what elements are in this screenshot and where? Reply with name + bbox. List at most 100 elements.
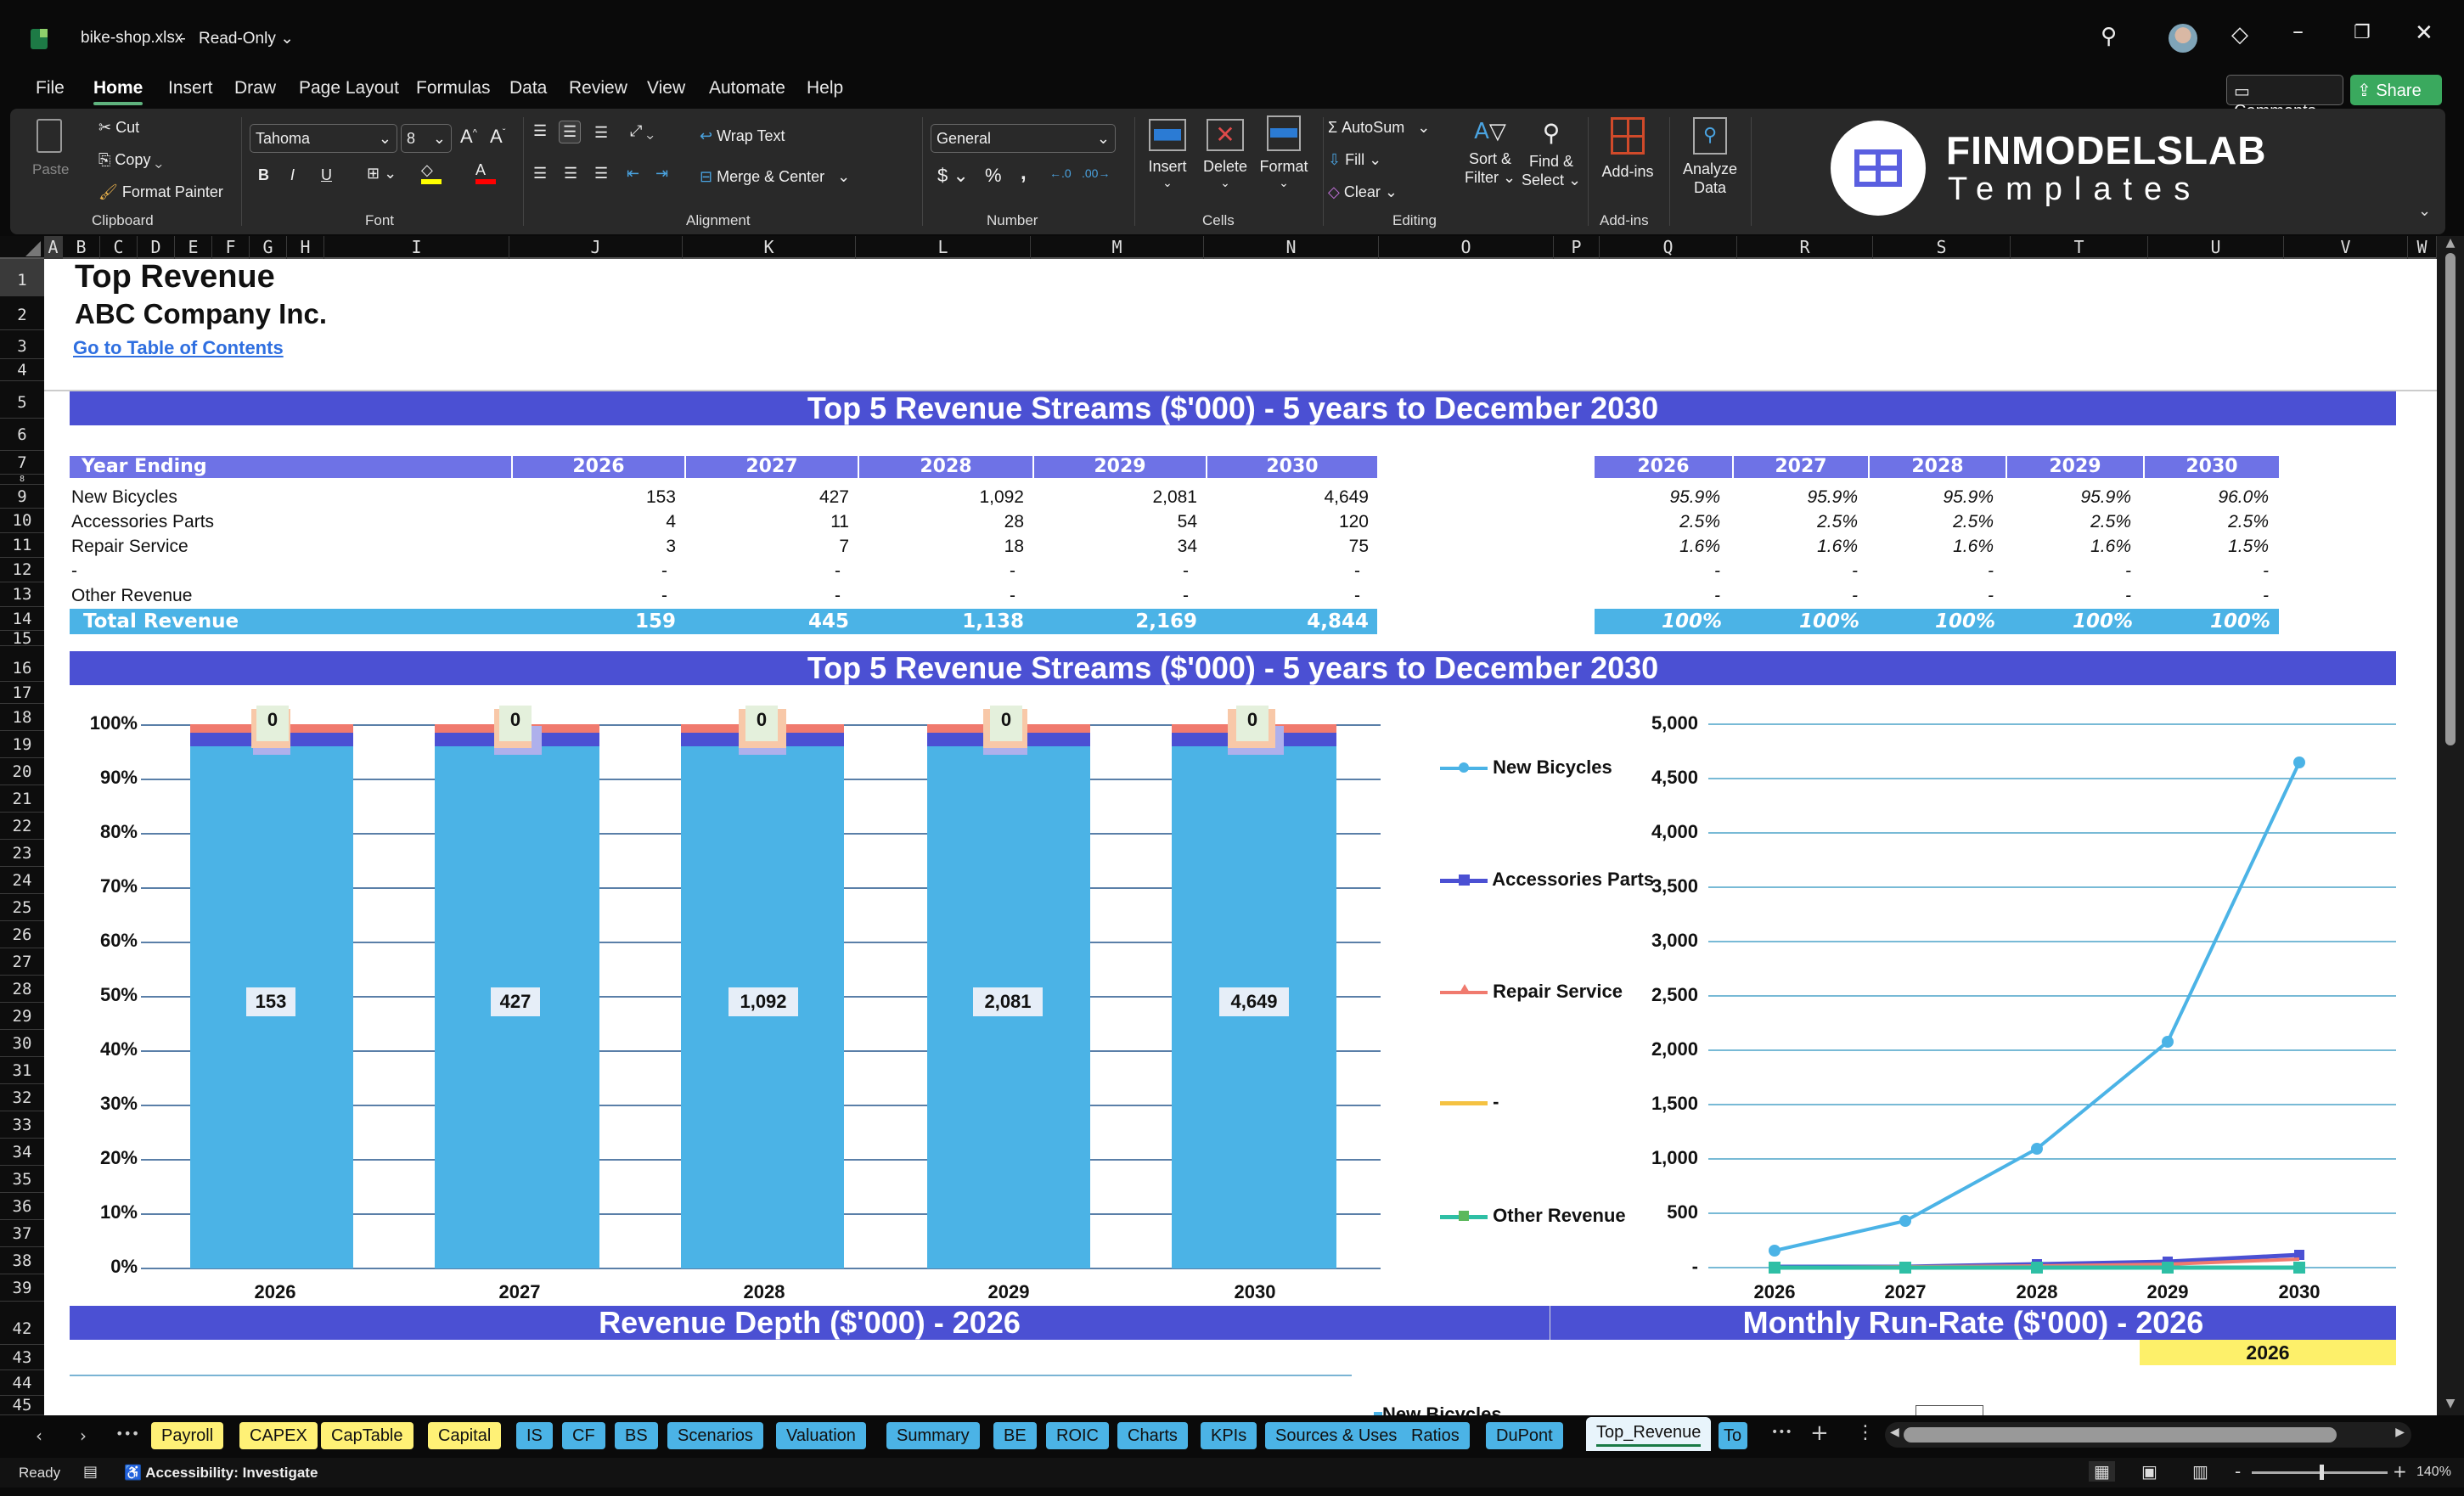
pct-cell[interactable]: 2.5% — [2090, 512, 2131, 531]
pct-cell[interactable]: 1.6% — [1817, 537, 1858, 556]
value-cell[interactable]: - — [661, 586, 667, 605]
restore-button[interactable]: ❐ — [2354, 22, 2371, 43]
merge-center-button[interactable]: ⊟ Merge & Center ⌄ — [700, 168, 851, 185]
row-header[interactable]: 19 — [0, 731, 44, 758]
column-header[interactable]: N — [1204, 236, 1379, 259]
vertical-scrollbar[interactable]: ▲ ▼ — [2437, 236, 2464, 1415]
pct-cell[interactable]: - — [1714, 561, 1720, 581]
value-cell[interactable]: - — [1010, 586, 1015, 605]
wrap-text-button[interactable]: ↩ Wrap Text — [700, 127, 785, 145]
increase-font-button[interactable]: A^ — [460, 126, 477, 147]
sheet-tab-valuation[interactable]: Valuation — [776, 1422, 866, 1449]
row-header[interactable]: 24 — [0, 867, 44, 894]
pct-cell[interactable]: 2.5% — [1679, 512, 1720, 531]
column-header[interactable]: F — [212, 236, 250, 259]
macro-record-icon[interactable]: ▤ — [83, 1463, 98, 1481]
sheet-tab-charts[interactable]: Charts — [1117, 1422, 1188, 1449]
copy-button[interactable]: ⎘ Copy ⌄ — [98, 151, 162, 169]
column-header[interactable]: M — [1031, 236, 1204, 259]
increase-decimal-button[interactable]: ←.0 — [1049, 166, 1072, 180]
row-header[interactable]: 26 — [0, 921, 44, 948]
column-header[interactable]: J — [509, 236, 683, 259]
number-format-select[interactable]: General ⌄ — [931, 124, 1116, 153]
share-button[interactable]: ⇪ Share ⌄ — [2350, 75, 2442, 118]
column-header[interactable]: I — [324, 236, 509, 259]
stacked-bar-chart[interactable]: 100% 90% 80% 70% 60% 50% 40% 30% 20% 10%… — [44, 692, 1403, 1415]
row-header[interactable]: 7 — [0, 451, 44, 475]
tab-file[interactable]: File — [36, 78, 65, 98]
pct-cell[interactable]: 96.0% — [2218, 487, 2269, 507]
row-header[interactable]: 36 — [0, 1193, 44, 1220]
row-header[interactable]: 29 — [0, 1003, 44, 1030]
row-label[interactable]: - — [71, 561, 77, 581]
pct-cell[interactable]: - — [2125, 586, 2131, 605]
more-sheets-button[interactable]: ••• — [1771, 1426, 1792, 1439]
comments-button[interactable]: ▭ Comments — [2226, 75, 2343, 121]
legend-item-new-bicycles[interactable]: New Bicycles — [1440, 756, 1612, 779]
align-left-button[interactable]: ☰ — [533, 165, 548, 182]
tab-review[interactable]: Review — [569, 78, 627, 98]
row-header[interactable]: 3 — [0, 330, 44, 359]
legend-item-other-revenue[interactable]: Other Revenue — [1440, 1205, 1626, 1227]
value-cell[interactable]: 11 — [830, 512, 849, 531]
middle-align-button[interactable]: ☰ — [559, 121, 582, 143]
autosum-button[interactable]: Σ AutoSum ⌄ — [1328, 119, 1431, 136]
add-sheet-button[interactable]: + — [1810, 1420, 1829, 1446]
font-color-button[interactable]: A — [475, 161, 496, 184]
pct-cell[interactable]: - — [1852, 561, 1858, 581]
column-header[interactable]: W — [2408, 236, 2437, 259]
top-align-button[interactable]: ☰ — [533, 122, 548, 139]
tab-view[interactable]: View — [647, 78, 686, 98]
row-header[interactable]: 38 — [0, 1247, 44, 1274]
row-header[interactable]: 30 — [0, 1030, 44, 1057]
value-cell[interactable]: 34 — [1177, 537, 1197, 556]
zoom-slider-thumb[interactable] — [2320, 1465, 2324, 1480]
sheet-tab-sources-uses[interactable]: Sources & Uses — [1265, 1422, 1408, 1449]
more-sheets-button[interactable]: ••• — [115, 1426, 140, 1442]
total-pct[interactable]: 100% — [2209, 610, 2270, 633]
find-select-button[interactable]: ⚲ Find & Select ⌄ — [1522, 119, 1581, 189]
close-button[interactable]: ✕ — [2415, 20, 2433, 46]
clear-button[interactable]: ◇ Clear ⌄ — [1328, 183, 1398, 200]
align-center-button[interactable]: ☰ — [564, 165, 578, 182]
sheet-tab-partial[interactable]: To — [1719, 1422, 1747, 1449]
tab-insert[interactable]: Insert — [168, 78, 213, 98]
value-cell[interactable]: - — [661, 561, 667, 581]
sheet-tab-top-revenue[interactable]: Top_Revenue — [1586, 1417, 1712, 1451]
value-cell[interactable]: - — [835, 561, 841, 581]
column-header[interactable]: U — [2148, 236, 2284, 259]
row-label[interactable]: Repair Service — [71, 537, 188, 556]
pct-cell[interactable]: 95.9% — [2080, 487, 2131, 507]
page-break-view-button[interactable]: ▥ — [2192, 1461, 2208, 1482]
pct-cell[interactable]: 1.6% — [1679, 537, 1720, 556]
sheet-tab-dupont[interactable]: DuPont — [1486, 1422, 1563, 1449]
select-all-button[interactable] — [25, 241, 41, 256]
sheet-tab-cf[interactable]: CF — [562, 1422, 605, 1449]
row-header[interactable]: 37 — [0, 1220, 44, 1247]
value-cell[interactable]: - — [1183, 586, 1189, 605]
tab-help[interactable]: Help — [807, 78, 844, 98]
pct-cell[interactable]: 1.6% — [1953, 537, 1994, 556]
font-name-select[interactable]: Tahoma ⌄ — [250, 124, 397, 153]
row-header[interactable]: 28 — [0, 976, 44, 1003]
value-cell[interactable]: 4 — [666, 512, 676, 531]
row-header[interactable]: 12 — [0, 558, 44, 582]
collapse-ribbon-button[interactable]: ⌄ — [2418, 202, 2432, 220]
row-header[interactable]: 18 — [0, 704, 44, 731]
worksheet[interactable]: Top Revenue ABC Company Inc. Go to Table… — [44, 259, 2437, 1415]
decrease-decimal-button[interactable]: .00→ — [1082, 166, 1111, 180]
sheet-tab-be[interactable]: BE — [993, 1422, 1037, 1449]
column-header[interactable]: H — [287, 236, 324, 259]
pct-cell[interactable]: - — [2263, 561, 2269, 581]
zoom-level[interactable]: 140% — [2416, 1465, 2451, 1479]
scroll-down-icon[interactable]: ▼ — [2445, 1397, 2456, 1410]
row-header[interactable]: 6 — [0, 419, 44, 451]
pct-cell[interactable]: 1.5% — [2228, 537, 2269, 556]
row-header[interactable]: 14 — [0, 607, 44, 631]
value-cell[interactable]: 54 — [1177, 512, 1197, 531]
row-header[interactable]: 25 — [0, 894, 44, 921]
pct-cell[interactable]: 2.5% — [2228, 512, 2269, 531]
row-header[interactable]: 43 — [0, 1345, 44, 1370]
avatar[interactable] — [2169, 24, 2197, 53]
read-only-dropdown[interactable]: Read-Only ⌄ — [199, 29, 294, 48]
